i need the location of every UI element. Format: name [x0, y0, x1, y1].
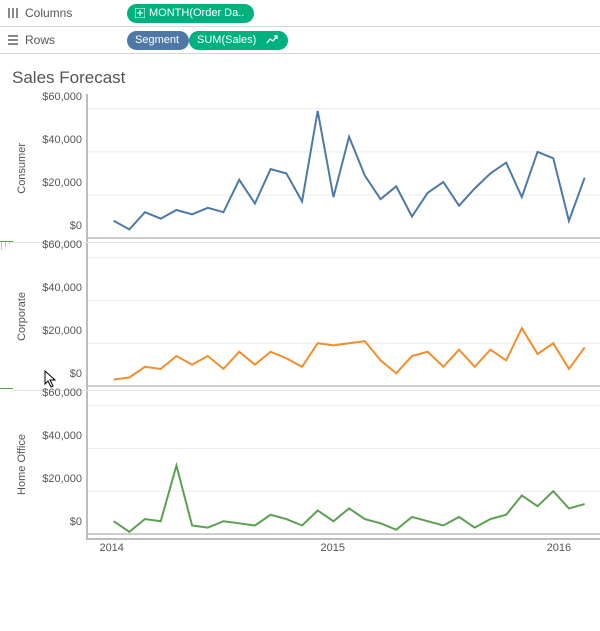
chart-title: Sales Forecast: [12, 68, 600, 88]
viz-area: Sales Forecast Consumer$0$20,000$40,000$…: [0, 54, 600, 558]
columns-shelf-label: Columns: [6, 6, 121, 20]
segment-label: Consumer: [12, 94, 32, 242]
y-tick-label: $40,000: [42, 134, 82, 146]
chart-panels: Consumer$0$20,000$40,000$60,000Corporate…: [12, 94, 600, 538]
rows-pills-container: SegmentSUM(Sales): [127, 31, 288, 50]
y-tick-label: $40,000: [42, 430, 82, 442]
mouse-cursor-icon: [44, 370, 58, 388]
segment-label: Home Office: [12, 391, 32, 538]
panel-consumer: Consumer $0 $20,000 $40,000 $60,000: [12, 94, 600, 242]
y-axis: $0$20,000$40,000$60,000: [32, 391, 86, 538]
x-tick-label: 2016: [547, 542, 571, 554]
pill-sum-sales-[interactable]: SUM(Sales): [189, 31, 288, 50]
pill-month-order-da-[interactable]: MONTH(Order Da..: [127, 4, 254, 23]
columns-pills-container: MONTH(Order Da..: [127, 4, 254, 23]
y-tick-label: $20,000: [42, 177, 82, 189]
y-tick-label: $60,000: [42, 387, 82, 399]
y-tick-label: $0: [70, 220, 82, 232]
plot-area[interactable]: [86, 243, 600, 390]
y-tick-label: $0: [70, 516, 82, 528]
y-tick-label: $20,000: [42, 473, 82, 485]
segment-label: Corporate: [12, 243, 32, 390]
resize-handle-bottom[interactable]: [0, 377, 13, 392]
y-tick-label: $0: [70, 368, 82, 380]
panel-corporate: Corporate $0 $20,000 $40,000 $60,000: [12, 242, 600, 390]
panel-home-office: Home Office $0 $20,000 $40,000 $60,000: [12, 390, 600, 538]
rows-shelf-label: Rows: [6, 33, 121, 47]
y-tick-label: $60,000: [42, 239, 82, 251]
y-tick-label: $60,000: [42, 91, 82, 103]
columns-shelf[interactable]: Columns MONTH(Order Da..: [0, 0, 600, 27]
rows-label-text: Rows: [25, 33, 55, 47]
rows-shelf[interactable]: Rows SegmentSUM(Sales): [0, 27, 600, 54]
y-tick-label: $40,000: [42, 282, 82, 294]
rows-icon: [6, 33, 20, 47]
y-axis: $0$20,000$40,000$60,000: [32, 243, 86, 390]
pill-segment[interactable]: Segment: [127, 31, 189, 50]
y-tick-label: $20,000: [42, 325, 82, 337]
plot-area[interactable]: [86, 391, 600, 538]
x-axis: 2014 2015 2016: [86, 538, 600, 558]
x-tick-label: 2015: [320, 542, 344, 554]
resize-handle-top[interactable]: [0, 241, 13, 256]
columns-icon: [6, 6, 20, 20]
y-axis: $0 $20,000 $40,000 $60,000: [32, 94, 86, 242]
x-tick-label: 2014: [99, 542, 123, 554]
plot-area[interactable]: [86, 94, 600, 242]
columns-label-text: Columns: [25, 6, 72, 20]
